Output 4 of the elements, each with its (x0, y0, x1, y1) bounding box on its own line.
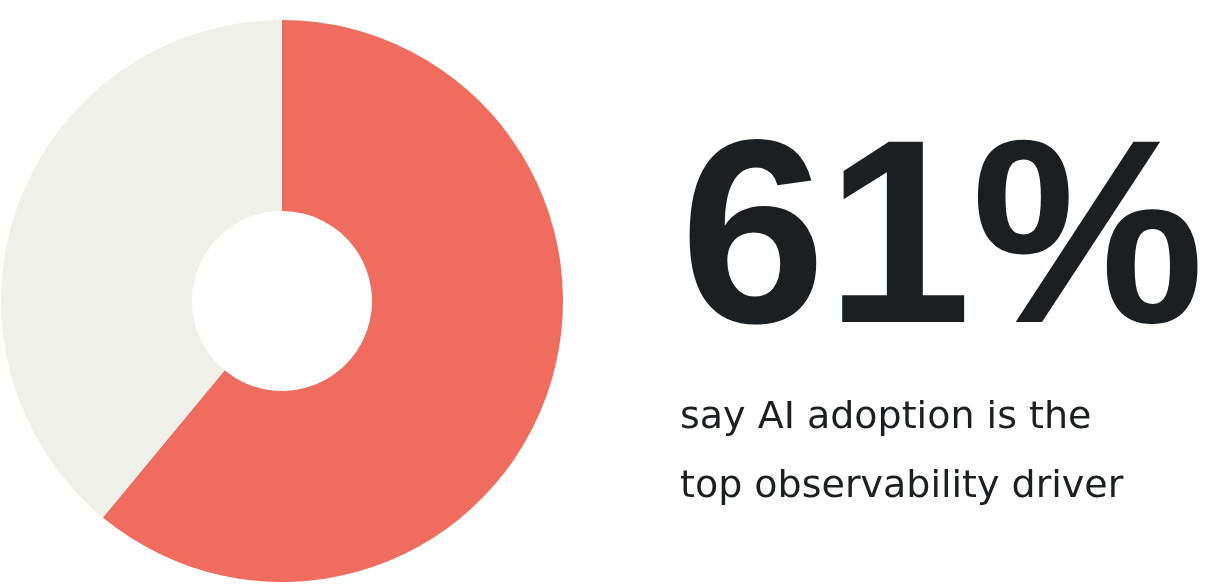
text: 61% (680, 85, 1205, 378)
text: say AI adoption is the top observability driver (680, 393, 1124, 506)
donut-slice (102, 20, 563, 582)
donut-slice (1, 20, 282, 518)
